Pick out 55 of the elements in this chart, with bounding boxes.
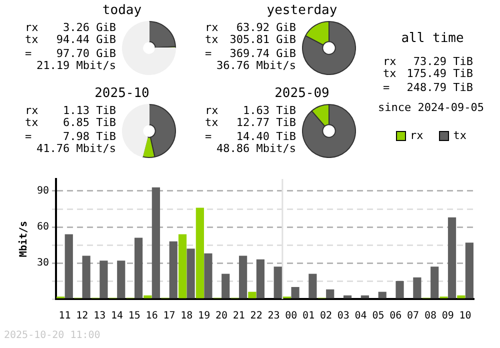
x-tick-label: 21	[232, 310, 245, 322]
x-tick-label: 06	[390, 310, 402, 322]
chart-title: 2025-09	[274, 86, 330, 101]
chart-title: yesterday	[266, 3, 338, 18]
text: rx 73.29 TiB	[383, 55, 473, 68]
x-tick-label: 10	[459, 310, 472, 322]
text: tx 6.85 TiB	[25, 116, 116, 129]
text: = 248.79 TiB	[383, 81, 473, 94]
text: = 97.70 GiB	[25, 47, 116, 60]
text: tx 305.81 GiB	[205, 33, 296, 46]
x-tick-label: 13	[94, 310, 106, 322]
x-tick-label: 03	[337, 310, 350, 322]
x-tick-label: 01	[302, 310, 315, 322]
text: tx 94.44 GiB	[25, 33, 116, 46]
text: = 14.40 TiB	[205, 130, 296, 143]
x-tick-label: 23	[268, 310, 280, 322]
text: tx 175.49 TiB	[383, 67, 473, 80]
y-tick-label: 60	[36, 222, 50, 233]
text: tx 12.77 TiB	[205, 116, 296, 129]
x-tick-label: 08	[424, 310, 436, 322]
x-tick-label: 16	[146, 310, 158, 322]
x-tick-label: 07	[407, 310, 420, 322]
x-tick-label: 20	[215, 310, 228, 322]
text: = 369.74 GiB	[205, 47, 296, 60]
text: all time	[400, 31, 465, 46]
text: 48.86 Mbit/s	[216, 142, 296, 155]
text: rx 3.26 GiB	[25, 21, 116, 34]
x-tick-label: 22	[250, 310, 262, 322]
x-tick-label: 19	[198, 310, 210, 322]
text: 36.76 Mbit/s	[216, 59, 296, 72]
x-tick-label: 04	[354, 310, 367, 322]
x-tick-label: 14	[110, 310, 124, 322]
x-tick-label: 12	[76, 310, 88, 322]
legend-label: tx	[453, 129, 466, 142]
x-tick-label: 00	[285, 310, 298, 322]
y-axis-title: Mbit/s	[18, 220, 30, 258]
y-tick-label: 90	[36, 186, 50, 197]
legend-label: rx	[410, 129, 424, 142]
text: = 7.98 TiB	[25, 130, 116, 143]
text: rx 1.13 TiB	[25, 104, 116, 117]
text: since 2024-09-05	[378, 101, 484, 114]
text: 41.76 Mbit/s	[36, 142, 116, 155]
y-tick-label: 30	[36, 258, 50, 269]
x-tick-label: 11	[58, 310, 71, 322]
text: rx 63.92 GiB	[205, 21, 296, 34]
chart-title: 2025-10	[94, 86, 150, 101]
x-tick-label: 15	[128, 310, 140, 322]
x-tick-label: 17	[163, 310, 176, 322]
x-tick-label: 09	[442, 310, 454, 322]
text: rx 1.63 TiB	[205, 104, 296, 117]
chart-title: today	[101, 3, 143, 18]
text: 21.19 Mbit/s	[36, 59, 116, 72]
x-tick-label: 02	[320, 310, 332, 322]
x-tick-label: 18	[180, 310, 193, 322]
x-tick-label: 05	[372, 310, 384, 322]
